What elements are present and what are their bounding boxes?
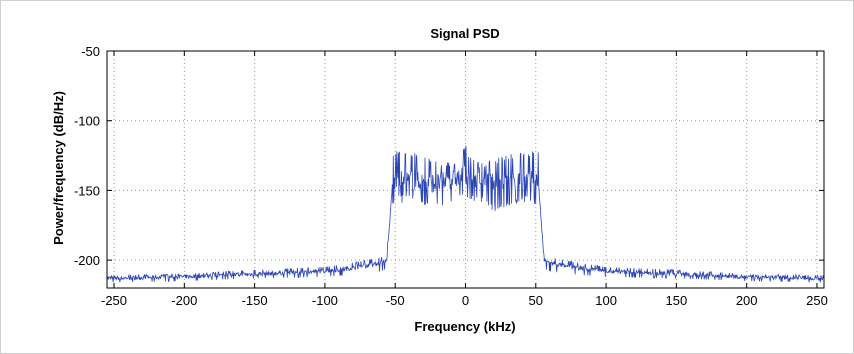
- psd-trace-line: [106, 145, 825, 283]
- x-tick-label: -100: [312, 293, 338, 308]
- x-tick-label: 0: [462, 293, 469, 308]
- y-tick-label: -200: [74, 253, 100, 268]
- x-tick-label: 50: [529, 293, 543, 308]
- psd-series: [106, 145, 825, 283]
- x-tick-label: 200: [736, 293, 758, 308]
- x-tick-label: -250: [101, 293, 127, 308]
- x-axis: -250 -200 -150 -100 -50 0 50 100 150 200 250: [101, 51, 828, 308]
- x-tick-label: -200: [171, 293, 197, 308]
- y-tick-label: -50: [81, 44, 100, 59]
- y-tick-label: -150: [74, 183, 100, 198]
- x-tick-label: -50: [386, 293, 405, 308]
- y-tick-label: -100: [74, 114, 100, 129]
- x-tick-label: 250: [806, 293, 828, 308]
- chart-title: Signal PSD: [430, 26, 499, 41]
- x-axis-title: Frequency (kHz): [414, 319, 515, 334]
- x-tick-label: 100: [595, 293, 617, 308]
- x-tick-label: -150: [242, 293, 268, 308]
- y-axis: -50 -100 -150 -200: [74, 44, 824, 268]
- y-axis-title: Power/frequency (dB/Hz): [51, 91, 66, 245]
- x-tick-label: 150: [666, 293, 688, 308]
